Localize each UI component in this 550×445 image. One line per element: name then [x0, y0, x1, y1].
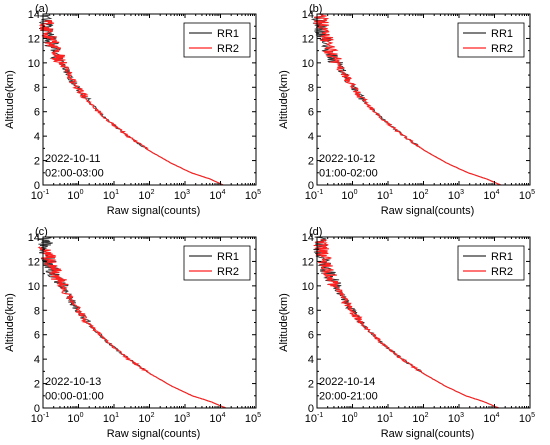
x-tick-label: 103 — [174, 189, 190, 202]
y-tick-label: 6 — [308, 107, 314, 119]
panel-label: (d) — [309, 226, 322, 238]
legend-label-rr2: RR2 — [491, 43, 513, 55]
legend-label-rr1: RR1 — [491, 28, 513, 40]
legend-label-rr1: RR1 — [217, 251, 239, 263]
annotation-date: 2022-10-12 — [319, 153, 375, 165]
annotation-time: 01:00-02:00 — [319, 167, 378, 179]
x-tick-label: 102 — [412, 189, 428, 202]
y-tick-label: 0 — [34, 403, 40, 415]
series-rr2-line — [38, 20, 224, 186]
y-tick-label: 14 — [28, 9, 40, 21]
y-tick-label: 0 — [34, 180, 40, 192]
legend-label-rr2: RR2 — [491, 266, 513, 278]
y-tick-label: 6 — [308, 330, 314, 342]
y-tick-label: 8 — [34, 82, 40, 94]
panel-label: (c) — [35, 226, 48, 238]
y-tick-label: 2 — [34, 156, 40, 168]
y-tick-label: 14 — [28, 232, 40, 244]
x-tick-label: 104 — [209, 412, 225, 425]
y-tick-label: 6 — [34, 330, 40, 342]
legend-label-rr2: RR2 — [217, 266, 239, 278]
x-tick-label: 101 — [103, 412, 119, 425]
y-tick-label: 14 — [302, 9, 314, 21]
y-tick-label: 8 — [308, 82, 314, 94]
x-tick-label: 105 — [245, 189, 261, 202]
y-tick-label: 4 — [308, 131, 314, 143]
x-tick-label: 100 — [67, 189, 83, 202]
x-tick-label: 102 — [412, 412, 428, 425]
x-tick-label: 103 — [448, 412, 464, 425]
y-tick-label: 0 — [308, 403, 314, 415]
x-tick-label: 102 — [138, 412, 154, 425]
x-axis-label: Raw signal(counts) — [381, 205, 475, 217]
y-tick-label: 2 — [34, 379, 40, 391]
x-tick-label: 105 — [519, 412, 535, 425]
legend-label-rr1: RR1 — [217, 28, 239, 40]
y-axis-label: Altitude(km) — [4, 70, 16, 129]
y-tick-label: 2 — [308, 379, 314, 391]
x-tick-label: 103 — [448, 189, 464, 202]
y-tick-label: 12 — [302, 33, 314, 45]
x-tick-label: 105 — [519, 189, 535, 202]
y-tick-label: 8 — [34, 305, 40, 317]
y-tick-label: 10 — [302, 58, 314, 70]
y-tick-label: 10 — [28, 281, 40, 293]
panel-label: (a) — [35, 3, 48, 15]
y-tick-label: 10 — [302, 281, 314, 293]
legend-box — [457, 245, 525, 281]
x-tick-label: 100 — [341, 412, 357, 425]
y-axis-label: Altitude(km) — [278, 70, 290, 129]
x-tick-label: 102 — [138, 189, 154, 202]
x-tick-label: 103 — [174, 412, 190, 425]
y-tick-label: 8 — [308, 305, 314, 317]
annotation-date: 2022-10-14 — [319, 376, 375, 388]
x-tick-label: 101 — [103, 189, 119, 202]
y-tick-label: 6 — [34, 107, 40, 119]
x-tick-label: 104 — [209, 189, 225, 202]
legend-label-rr2: RR2 — [217, 43, 239, 55]
x-axis-label: Raw signal(counts) — [381, 428, 475, 440]
y-tick-label: 12 — [28, 256, 40, 268]
annotation-date: 2022-10-13 — [45, 376, 101, 388]
y-tick-label: 12 — [28, 33, 40, 45]
y-tick-label: 0 — [308, 180, 314, 192]
legend-box — [183, 245, 251, 281]
annotation-time: 00:00-01:00 — [45, 390, 104, 402]
legend-label-rr1: RR1 — [491, 251, 513, 263]
x-tick-label: 104 — [483, 412, 499, 425]
x-axis-label: Raw signal(counts) — [107, 205, 201, 217]
y-tick-label: 4 — [308, 354, 314, 366]
panel-label: (b) — [309, 3, 322, 15]
x-axis-label: Raw signal(counts) — [107, 428, 201, 440]
annotation-date: 2022-10-11 — [45, 153, 100, 165]
x-tick-label: 100 — [67, 412, 83, 425]
y-tick-label: 12 — [302, 256, 314, 268]
y-tick-label: 4 — [34, 354, 40, 366]
x-tick-label: 101 — [377, 412, 393, 425]
y-axis-label: Altitude(km) — [278, 293, 290, 352]
annotation-time: 20:00-21:00 — [319, 390, 378, 402]
y-tick-label: 10 — [28, 58, 40, 70]
series-rr2-line — [313, 239, 500, 409]
series-rr2-line — [37, 246, 227, 409]
series-rr2-line — [314, 13, 502, 186]
x-tick-label: 101 — [377, 189, 393, 202]
y-tick-label: 4 — [34, 131, 40, 143]
annotation-time: 02:00-03:00 — [45, 167, 104, 179]
y-axis-label: Altitude(km) — [4, 293, 16, 352]
y-tick-label: 14 — [302, 232, 314, 244]
legend-box — [183, 22, 251, 58]
x-tick-label: 105 — [245, 412, 261, 425]
legend-box — [457, 22, 525, 58]
x-tick-label: 100 — [341, 189, 357, 202]
x-tick-label: 104 — [483, 189, 499, 202]
y-tick-label: 2 — [308, 156, 314, 168]
